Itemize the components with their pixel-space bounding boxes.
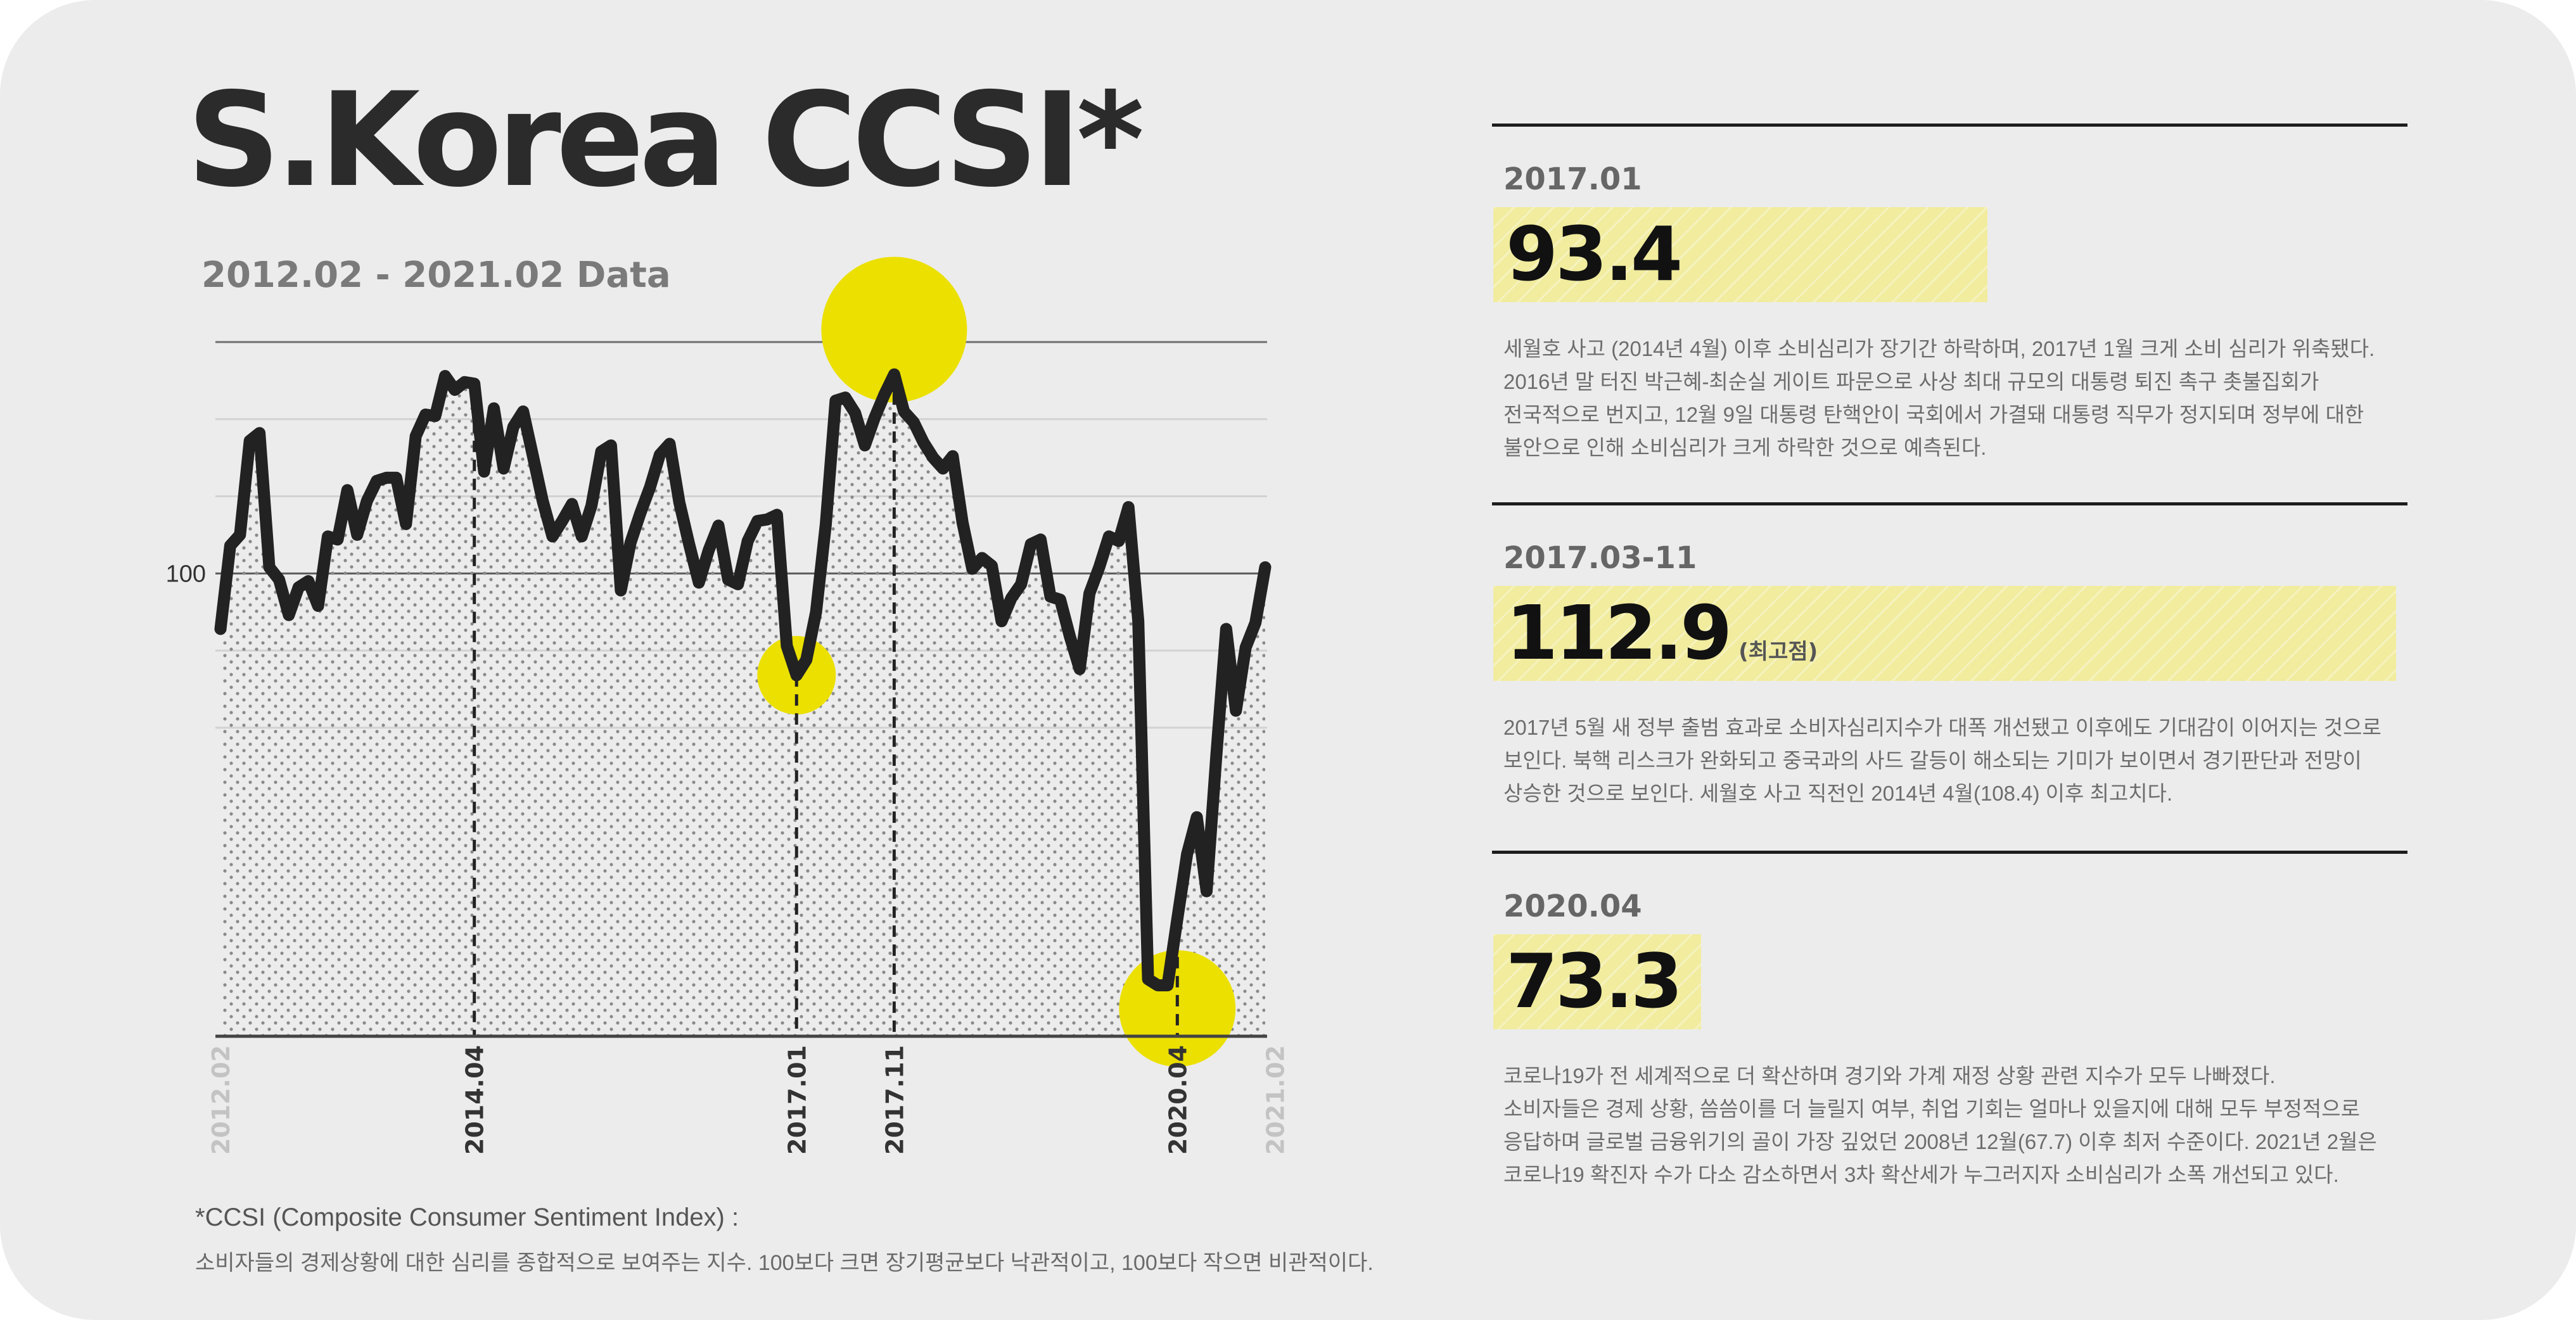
- panel-date: 2017.03-11: [1503, 540, 1697, 576]
- x-tick-label: 2012.02: [207, 1045, 235, 1155]
- panel-description: 2017년 5월 새 정부 출범 효과로 소비자심리지수가 대폭 개선됐고 이후…: [1503, 716, 2382, 805]
- page-title: S.Korea CCSI*: [187, 65, 1144, 216]
- x-tick-label: 2017.11: [881, 1045, 909, 1155]
- panel-value-box: 112.9 (최고점): [1493, 586, 2396, 681]
- panel-description: 세월호 사고 (2014년 4월) 이후 소비심리가 장기간 하락하며, 201…: [1503, 337, 2375, 459]
- x-tick-label: 2021.02: [1261, 1045, 1289, 1155]
- panel-value: 73.3: [1506, 937, 1683, 1025]
- highlight-circle: [821, 257, 967, 403]
- panel-divider: [1492, 851, 2407, 854]
- panel-value: 93.4: [1506, 210, 1683, 298]
- panel-value-box: 93.4: [1493, 207, 1987, 302]
- panel-divider: [1492, 124, 2407, 127]
- ccsi-line-chart: 100 2012.02 2014.04 2017.01 2017.11 2020.04 2…: [166, 257, 1289, 1155]
- peak-note: (최고점): [1738, 639, 1818, 664]
- panel-value: 112.9: [1506, 589, 1732, 676]
- panel-description: 코로나19가 전 세계적으로 더 확산하며 경기와 가계 재정 상황 관련 지수…: [1503, 1064, 2377, 1186]
- panel-date: 2020.04: [1503, 889, 1642, 924]
- x-tick-label: 2017.01: [783, 1045, 811, 1155]
- footnote-definition: *CCSI (Composite Consumer Sentiment Inde…: [195, 1203, 739, 1231]
- panel-value-box: 73.3: [1493, 934, 1701, 1029]
- panel-divider: [1492, 502, 2407, 505]
- area-fill: [220, 374, 1265, 1036]
- baseline-100-label: 100: [166, 561, 206, 587]
- footnote-description: 소비자들의 경제상황에 대한 심리를 종합적으로 보여주는 지수. 100보다 …: [195, 1251, 1374, 1275]
- panel-date: 2017.01: [1503, 162, 1642, 197]
- date-range-subtitle: 2012.02 - 2021.02 Data: [201, 255, 671, 296]
- x-tick-label: 2014.04: [461, 1045, 489, 1155]
- x-tick-label: 2020.04: [1164, 1045, 1192, 1155]
- ccsi-line: [214, 368, 1272, 992]
